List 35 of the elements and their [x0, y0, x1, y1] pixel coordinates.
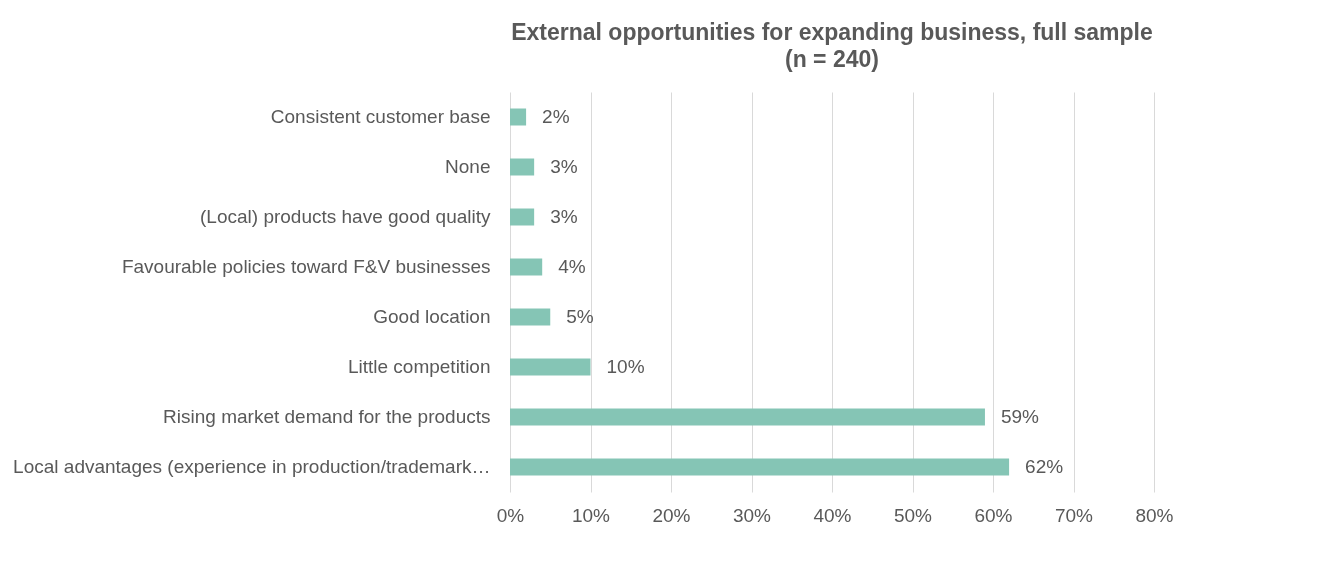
bar: [510, 208, 535, 226]
x-tick-label: 80%: [1135, 504, 1174, 526]
data-label: 10%: [606, 356, 645, 377]
bar: [510, 458, 1010, 476]
chart-title: External opportunities for expanding business, full sample: [511, 19, 1153, 45]
x-tick-label: 0%: [496, 504, 525, 526]
y-tick-label: Consistent customer base: [270, 106, 491, 127]
data-label: 4%: [558, 256, 586, 277]
x-tick-label: 30%: [732, 504, 772, 526]
x-tick-label: 40%: [813, 504, 852, 526]
bar: [510, 158, 535, 176]
data-label: 5%: [566, 306, 594, 327]
y-tick-label: Local advantages (experience in production/trademark…: [13, 456, 491, 477]
y-tick-label: None: [445, 156, 491, 177]
data-label: 62%: [1025, 456, 1064, 477]
x-tick-label: 20%: [652, 504, 691, 526]
x-tick-label: 10%: [571, 504, 611, 526]
chart-subtitle: (n = 240): [785, 46, 879, 72]
bar: [510, 308, 551, 326]
y-tick-label: Little competition: [347, 356, 491, 377]
data-label: 3%: [550, 206, 578, 227]
bar: [510, 408, 985, 426]
y-tick-label: Favourable policies toward F&V businesses: [121, 256, 491, 277]
bar: [510, 358, 591, 376]
x-tick-label: 70%: [1054, 504, 1094, 526]
data-label: 59%: [1000, 406, 1040, 427]
y-tick-label: Good location: [373, 306, 491, 327]
x-tick-label: 50%: [893, 504, 933, 526]
bar: [510, 258, 543, 276]
y-tick-label: (Local) products have good quality: [200, 206, 491, 227]
data-label: 2%: [542, 106, 570, 127]
bar: [510, 108, 527, 126]
y-tick-label: Rising market demand for the products: [163, 406, 491, 427]
x-tick-label: 60%: [974, 504, 1013, 526]
data-label: 3%: [550, 156, 578, 177]
